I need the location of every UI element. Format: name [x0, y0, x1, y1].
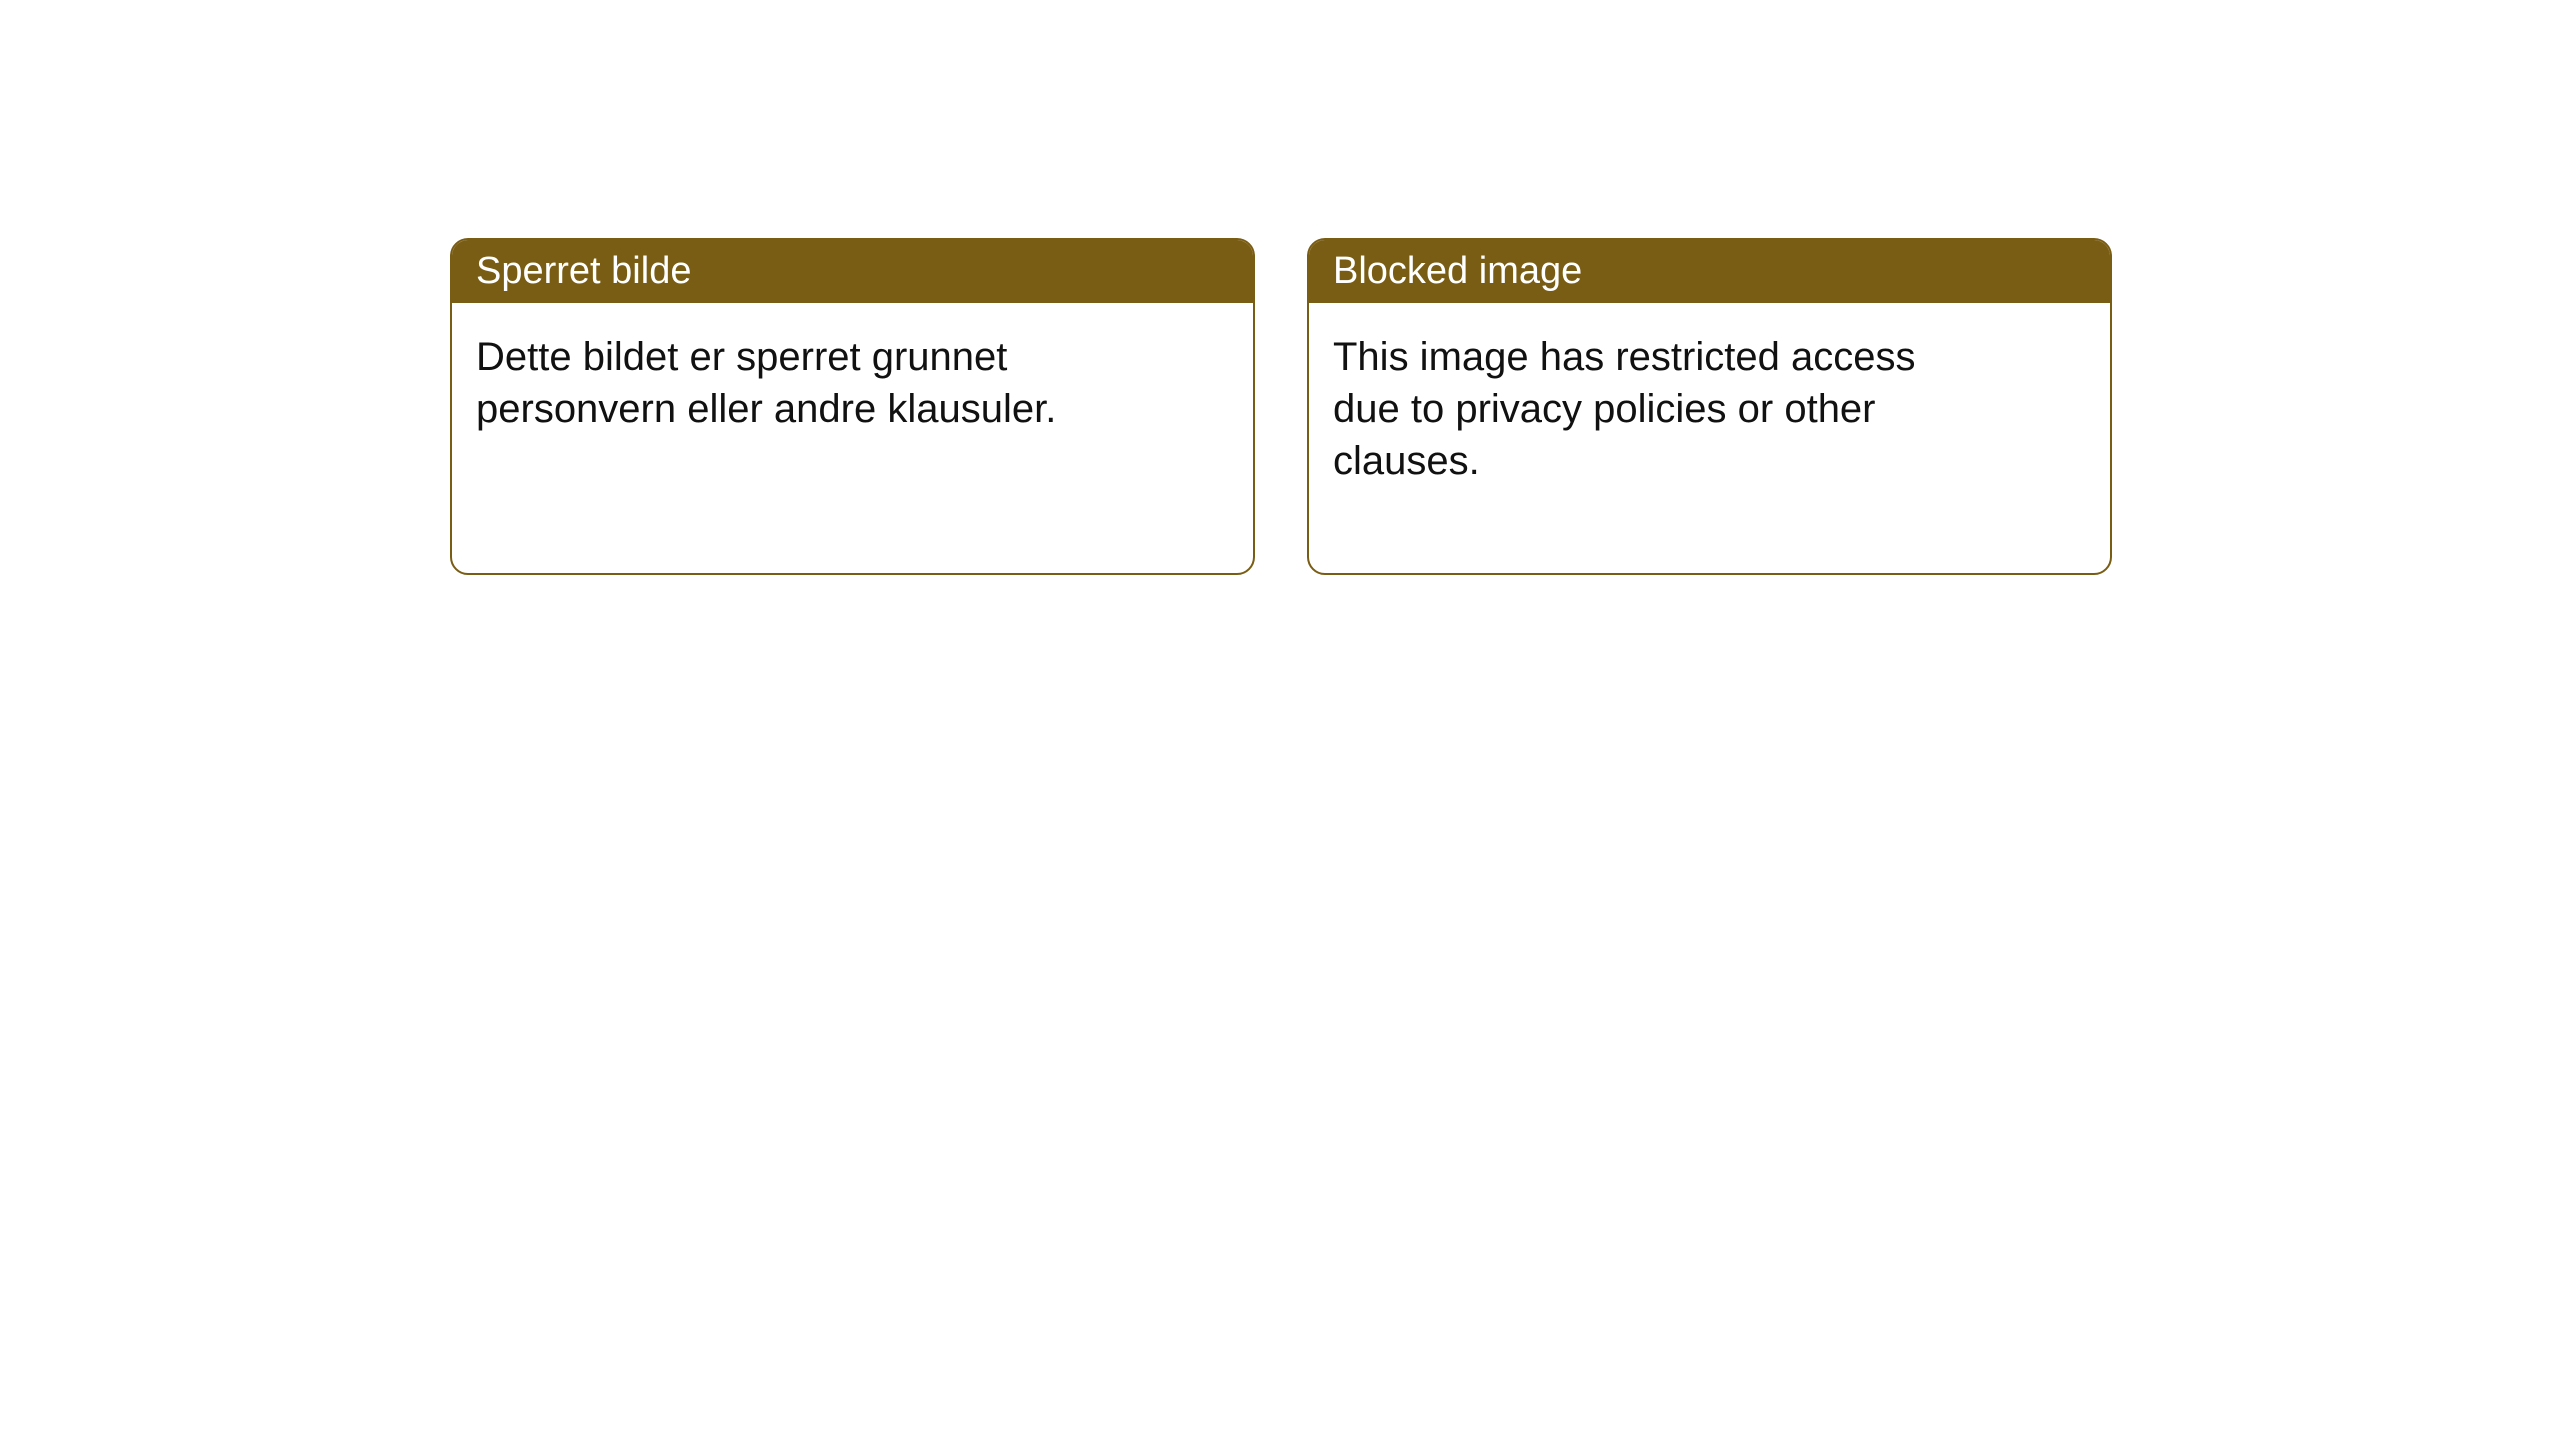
notice-title: Blocked image: [1333, 250, 1582, 292]
notice-body-norwegian: Dette bildet er sperret grunnet personve…: [452, 303, 1112, 463]
notice-body-text: Dette bildet er sperret grunnet personve…: [476, 335, 1056, 431]
notice-header-english: Blocked image: [1309, 240, 2110, 303]
notice-title: Sperret bilde: [476, 250, 691, 292]
notice-card-english: Blocked image This image has restricted …: [1307, 238, 2112, 575]
notice-body-english: This image has restricted access due to …: [1309, 303, 1969, 515]
notice-header-norwegian: Sperret bilde: [452, 240, 1253, 303]
notice-body-text: This image has restricted access due to …: [1333, 335, 1915, 483]
notice-container: Sperret bilde Dette bildet er sperret gr…: [450, 238, 2112, 575]
notice-card-norwegian: Sperret bilde Dette bildet er sperret gr…: [450, 238, 1255, 575]
